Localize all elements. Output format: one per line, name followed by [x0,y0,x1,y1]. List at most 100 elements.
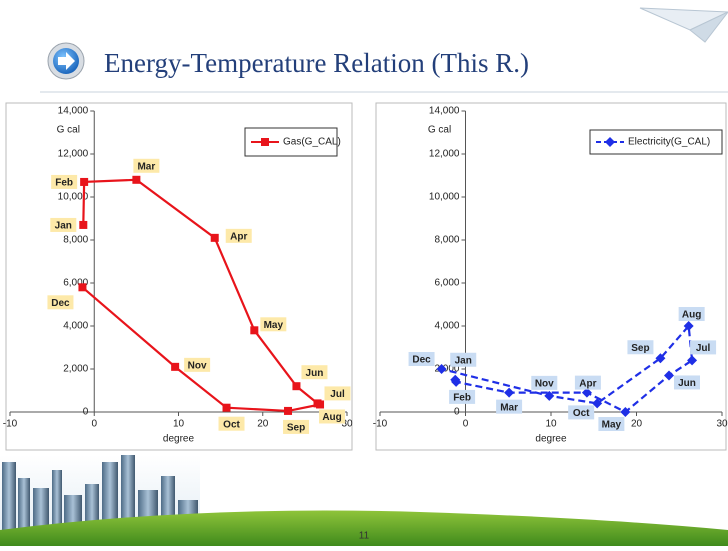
point-label: Aug [322,412,341,423]
data-point [504,387,515,398]
y-tick-label: 8,000 [434,235,459,246]
y-tick-label: 14,000 [429,106,460,117]
data-point [292,382,301,391]
point-label-box [324,386,351,401]
data-point [132,175,141,184]
x-tick-label: -10 [3,419,18,430]
point-label: Jul [696,343,711,354]
point-label: Nov [188,360,207,371]
y-tick-label: 12,000 [429,149,460,160]
point-label: Sep [631,343,649,354]
data-line [441,323,694,414]
point-label-box [450,352,477,367]
data-point [78,283,87,292]
y-tick-label: 4,000 [63,321,88,332]
point-label: May [264,320,284,331]
y-tick-label: 2,000 [63,364,88,375]
point-label-box [678,307,705,321]
point-label-box [50,217,77,232]
point-label: Oct [223,419,240,430]
point-label-box [283,419,310,434]
data-point [171,362,180,371]
point-label: May [602,420,622,431]
y-tick-label: 2,000 [434,364,459,375]
data-point [316,400,325,409]
point-label-box [690,340,717,355]
data-point [436,364,447,374]
point-label: Jan [55,221,72,232]
point-label: Mar [500,402,518,413]
point-label-box [301,365,328,380]
data-point [544,390,555,401]
point-label: Oct [573,408,590,419]
legend-label: Gas(G_CAL) [283,137,341,148]
y-axis-label: G cal [57,125,80,136]
legend-box [589,129,723,155]
point-label-box [133,158,160,173]
data-point [687,355,698,366]
point-label-box [225,228,252,243]
data-point [210,233,219,242]
point-label: Apr [230,231,247,242]
data-point [683,321,694,331]
point-label: Dec [51,298,70,309]
data-point [284,406,293,415]
point-label-box [47,295,74,310]
point-label-box [627,340,654,355]
y-tick-label: 4,000 [434,321,459,332]
point-label: Feb [55,178,73,189]
y-tick-label: 6,000 [434,278,459,289]
data-point [80,177,89,186]
point-label: Jan [455,355,472,366]
y-axis-label: G cal [428,125,451,136]
data-point [592,398,603,409]
x-tick-label: 30 [341,419,353,430]
point-label-box [51,174,78,189]
point-label-box [218,416,245,431]
point-label-box [260,317,287,332]
point-label: Dec [412,355,431,366]
x-tick-label: 30 [716,419,728,430]
title-icon [47,42,85,80]
x-tick-label: -10 [373,419,388,430]
point-label: Apr [579,378,596,389]
plot-frame [5,102,353,451]
point-label: Jun [678,378,696,389]
data-point [581,387,592,398]
paper-plane [639,7,728,43]
point-label-box [574,375,601,390]
point-label-box [531,375,558,390]
y-tick-label: 12,000 [58,149,89,160]
legend-label: Electricity(G_CAL) [628,137,710,148]
slide-title: Energy-Temperature Relation (This R.) [104,48,529,78]
point-label-box [598,417,625,431]
point-label-box [673,375,700,390]
point-label: Jul [330,389,345,400]
y-tick-label: 6,000 [63,278,88,289]
point-label: Sep [287,423,305,434]
y-tick-label: 14,000 [58,106,89,117]
data-point [663,370,674,381]
data-point [620,407,631,417]
point-label-box [408,352,435,366]
legend-marker [261,138,269,146]
point-label-box [319,409,346,424]
point-label: Feb [453,393,471,404]
data-point [79,220,88,229]
data-point [655,353,666,364]
x-tick-label: 0 [91,419,97,430]
x-tick-label: 0 [463,419,469,430]
x-tick-label: 20 [631,419,643,430]
data-point [250,326,259,335]
x-tick-label: 20 [257,419,269,430]
x-tick-label: 10 [173,419,185,430]
point-label-box [449,389,476,404]
legend-marker [605,137,615,147]
data-point [222,403,231,412]
x-tick-label: 10 [545,419,557,430]
plot-frame [375,102,727,451]
y-tick-label: 0 [454,407,460,418]
y-tick-label: 0 [83,407,89,418]
point-label-box [184,357,211,372]
